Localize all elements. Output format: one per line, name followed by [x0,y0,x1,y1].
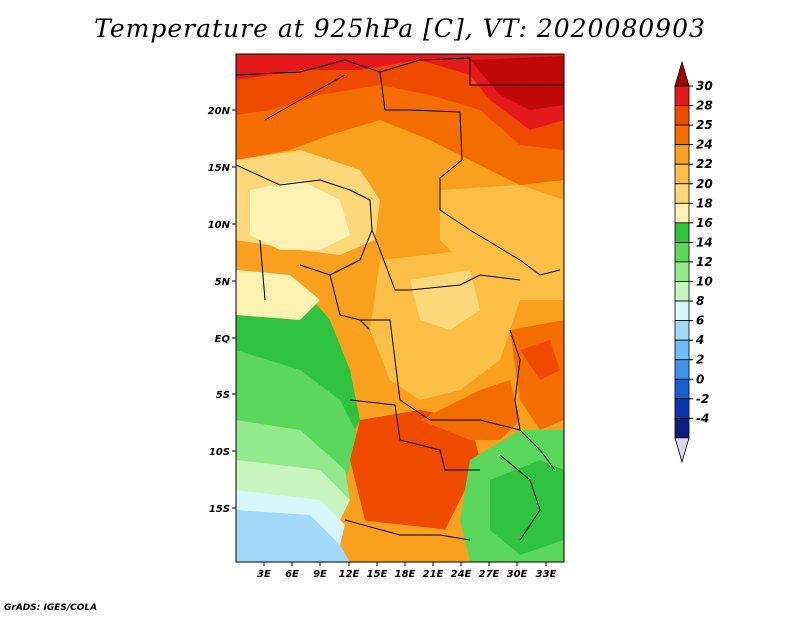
country-borders [236,57,564,541]
field-hottest-northeast [470,56,564,110]
lon-tick-label: 30E [507,569,528,580]
border-benin [259,239,266,301]
colorbar-swatch [674,339,690,361]
colorbar-label: 22 [696,157,713,171]
border-algeria-mali [264,74,346,121]
lat-tick-label: EQ [215,334,231,345]
map-frame [235,53,565,563]
border-lakes [509,329,556,471]
colorbar-label: 14 [696,235,713,249]
border-car [371,229,521,291]
lon-tick-label: 3E [257,569,271,580]
colorbar-label: -2 [696,392,709,406]
lon-tick-label: 27E [479,569,500,580]
field-guinea-coast [236,270,320,320]
colorbar-label: -4 [696,411,709,425]
border-namibia [344,519,471,541]
colorbar-swatch [674,105,690,126]
field-central-cool [410,270,480,330]
lat-tick-label: 20N [208,106,231,117]
colorbar-label: 25 [696,118,713,132]
colorbar-swatch [674,202,690,224]
colorbar-label: 12 [696,255,713,269]
colorbar-label: 24 [696,138,713,152]
lat-tick-label: 5S [216,390,230,401]
colorbar-swatch [674,378,690,400]
border-north [236,57,564,86]
colorbar-swatch [674,398,690,419]
colorbar-label: 6 [696,314,704,328]
lon-tick-label: 18E [395,569,416,580]
colorbar-label: 0 [696,372,704,386]
colorbar-swatch [674,222,690,243]
colorbar-swatch [674,320,690,341]
colorbar-swatch [674,300,690,321]
lon-tick-label: 21E [423,569,444,580]
field-sahel-cool [250,180,350,250]
border-niger-chad [379,71,463,210]
longitude-axis: 3E 6E 9E 12E 15E 18E 21E 24E 27E 30E 33E [257,562,557,580]
colorbar-swatch [674,144,690,165]
colorbar-swatch [674,281,690,302]
field-coast-blue [236,510,350,562]
lon-tick-label: 24E [451,569,472,580]
colorbar-swatch [674,359,690,380]
colorbar-top-arrow [674,60,690,87]
temperature-field [236,54,564,562]
border-drc [360,319,521,431]
colorbar-swatch [674,261,690,282]
colorbar-bottom-arrow [674,437,690,464]
chart-title: Temperature at 925hPa [C], VT: 202008090… [94,14,706,43]
field-lakes-hotter [520,340,560,380]
border-malawi [499,454,541,541]
colorbar-label: 2 [696,353,704,367]
field-east [440,185,564,300]
field-south-strip [360,520,470,562]
lon-tick-label: 12E [339,569,360,580]
colorbar-swatch [674,241,690,263]
latitude-axis: 20N 15N 10N 5N EQ 5S 10S 15S [208,106,236,515]
colorbar-swatch [674,124,690,146]
colorbar-label: 20 [696,177,713,191]
lat-tick-label: 5N [215,277,231,288]
colorbar-swatch [674,85,690,106]
grads-credit: GrADS: IGES/COLA [4,603,98,613]
colorbar-label: 16 [696,216,713,230]
colorbar-swatch [674,183,690,204]
colorbar-label: 4 [695,333,704,347]
lon-tick-label: 9E [313,569,327,580]
lon-tick-label: 33E [536,569,557,580]
border-nigeria [236,164,373,276]
border-chad-sudan [439,209,561,276]
lat-tick-label: 15S [209,504,230,515]
colorbar-swatch [674,417,690,439]
colorbar-swatch [674,163,690,185]
lat-tick-label: 10N [208,220,231,231]
colorbar-label: 28 [696,99,713,113]
border-cameroon [329,274,371,331]
colorbar-label: 10 [696,275,713,289]
colorbar-label: 18 [696,196,713,210]
colorbar-label: 30 [696,79,713,93]
field-angola-hot [350,410,480,550]
lat-tick-label: 10S [209,447,230,458]
field-southeast-darkgreen [490,460,564,555]
lon-tick-label: 6E [285,569,299,580]
colorbar-label: 8 [696,294,704,308]
border-angola [349,399,480,471]
lon-tick-label: 15E [367,569,388,580]
field-zambia [420,380,520,440]
lat-tick-label: 15N [208,163,231,174]
